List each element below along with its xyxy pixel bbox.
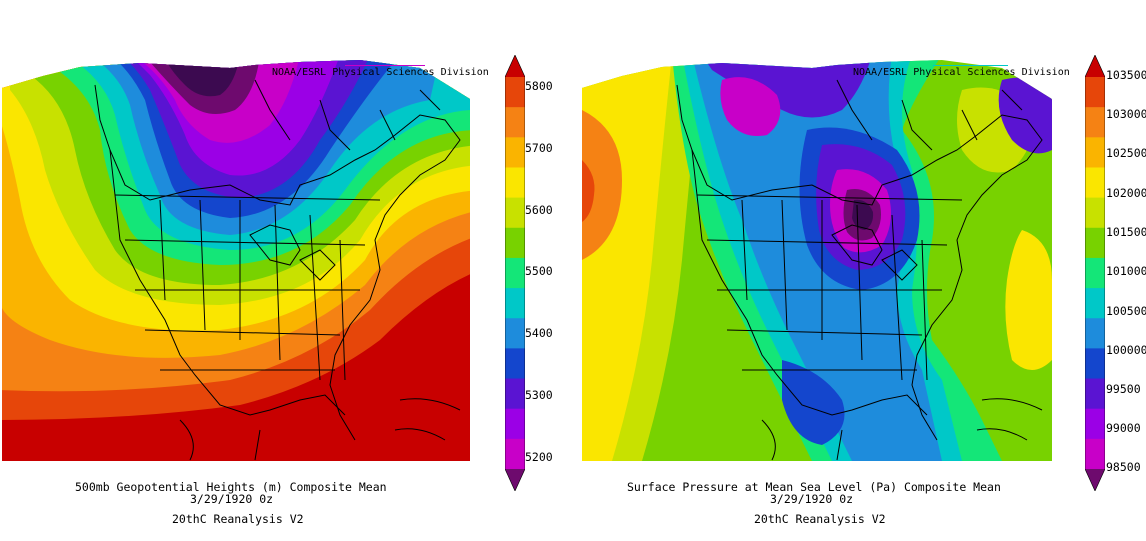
colorbar-label: 99500 [1106,382,1141,396]
credit-underline [933,65,1008,66]
colorbar-segment [505,257,525,289]
colorbar-label: 5300 [525,388,553,402]
colorbar-label: 5600 [525,203,553,217]
colorbar-label: 98500 [1106,460,1141,474]
colorbar-segment [505,107,525,138]
colorbar-label: 5500 [525,264,553,278]
geopotential-colorbar [505,55,525,491]
colorbar-label: 102500 [1106,146,1146,160]
colorbar-segment [1085,288,1105,319]
credit-text: NOAA/ESRL Physical Sciences Division [272,67,489,78]
colorbar-segment [1085,197,1105,229]
colorbar-segment [505,348,525,380]
colorbar-bottom-arrow [505,469,525,491]
map-title: Surface Pressure at Mean Sea Level (Pa) … [627,480,1001,494]
map-date: 3/29/1920 0z [190,492,274,506]
colorbar-label: 5800 [525,79,553,93]
colorbar-segment [505,288,525,319]
colorbar-segment [1085,408,1105,440]
colorbar-label: 99000 [1106,421,1141,435]
credit-text: NOAA/ESRL Physical Sciences Division [853,67,1070,78]
colorbar-segment [505,167,525,199]
pressure-panel: NOAA/ESRL Physical Sciences Division Sur… [573,0,1146,541]
colorbar-segment [1085,318,1105,349]
map-source: 20thC Reanalysis V2 [172,512,304,526]
map-title: 500mb Geopotential Heights (m) Composite… [75,480,387,494]
colorbar-label: 103000 [1106,107,1146,121]
colorbar-label: 5700 [525,141,553,155]
colorbar-segment [1085,167,1105,199]
map-source: 20thC Reanalysis V2 [754,512,886,526]
colorbar-label: 100000 [1106,343,1146,357]
pressure-colorbar [1085,55,1105,491]
pressure-contours [582,60,1052,461]
colorbar-label: 5200 [525,450,553,464]
colorbar-segment [1085,438,1105,470]
colorbar-label: 103500 [1106,68,1146,82]
colorbar-label: 101000 [1106,264,1146,278]
colorbar-top-arrow [1085,55,1105,77]
colorbar-segment [1085,378,1105,410]
colorbar-segment [1085,137,1105,168]
geopotential-panel: NOAA/ESRL Physical Sciences Division 500… [2,55,553,526]
colorbar-segment [1085,107,1105,138]
colorbar-segment [505,197,525,229]
colorbar-segment [505,438,525,470]
map-outlines [676,79,1043,461]
height-contours [2,60,470,461]
colorbar-segment [1085,227,1105,259]
colorbar-segment [505,77,525,108]
geopotential-map [2,60,470,461]
colorbar-top-arrow [505,55,525,77]
pressure-map [582,60,1052,461]
colorbar-segment [505,378,525,410]
colorbar-label: 102000 [1106,186,1146,200]
colorbar-label: 101500 [1106,225,1146,239]
colorbar-segment [505,137,525,168]
colorbar-segment [1085,348,1105,380]
colorbar-label: 5400 [525,326,553,340]
colorbar-label: 100500 [1106,304,1146,318]
credit-underline [345,65,425,66]
map-date: 3/29/1920 0z [770,492,854,506]
colorbar-segment [505,227,525,259]
colorbar-segment [1085,257,1105,289]
map-outlines [94,79,461,461]
colorbar-bottom-arrow [1085,469,1105,491]
colorbar-segment [1085,77,1105,108]
colorbar-segment [505,408,525,440]
colorbar-segment [505,318,525,349]
